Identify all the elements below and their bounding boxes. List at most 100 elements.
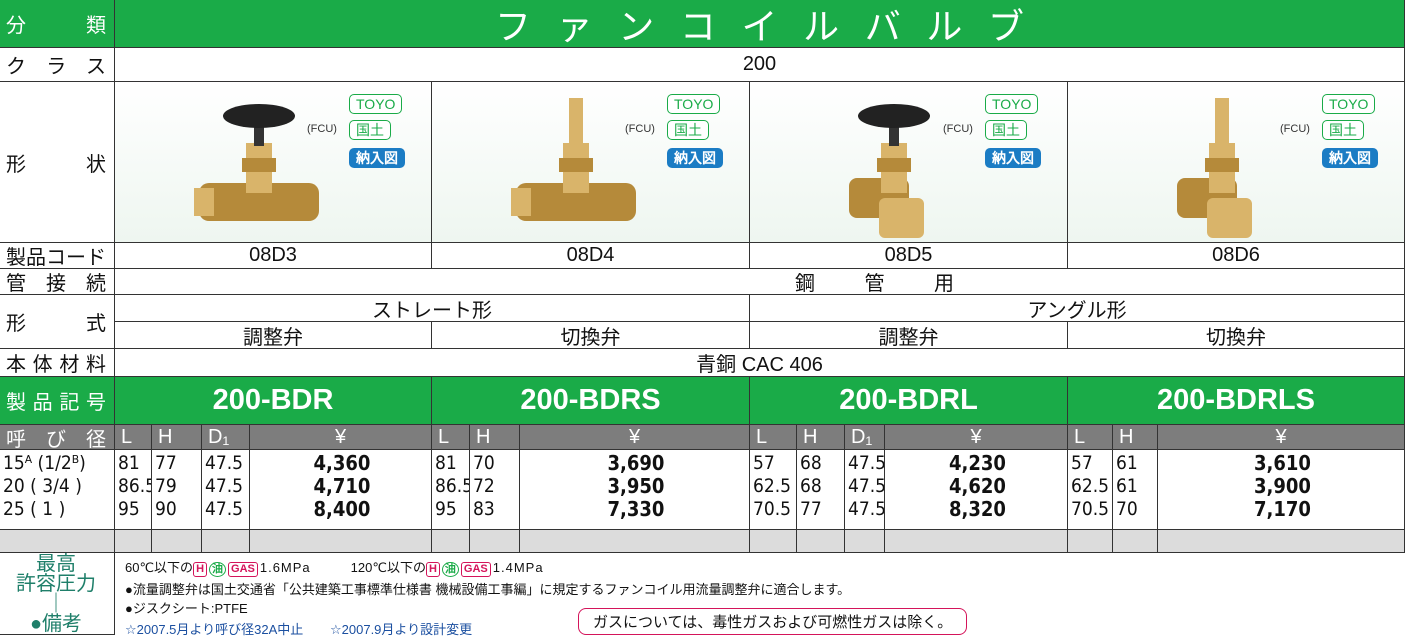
column-header: ¥ <box>250 425 432 450</box>
value: 72 <box>473 475 495 497</box>
value: 83 <box>473 498 495 520</box>
history-line: ☆2007.5月より呼び径32A中止 <box>125 622 304 637</box>
blank-row <box>1158 530 1405 553</box>
size: 25 ( 1 ) <box>3 498 66 520</box>
history-line: ☆2007.9月より設計変更 <box>330 622 473 637</box>
value: 77 <box>155 452 177 474</box>
blank-row <box>115 530 152 553</box>
label-text: 本体材料 <box>6 354 106 376</box>
class-value: 200 <box>115 48 1405 82</box>
column-header: L <box>432 425 470 450</box>
value: 7,170 <box>1254 497 1311 521</box>
label-text: 製品記号 <box>6 392 106 414</box>
column-header: D₁ <box>202 425 250 450</box>
badge: 国土 <box>349 120 391 140</box>
badge: TOYO <box>1322 94 1376 114</box>
title: ファンコイルバルブ <box>115 0 1405 48</box>
column-header: ¥ <box>520 425 750 450</box>
value: 8,400 <box>313 497 371 521</box>
blank-row <box>0 530 115 553</box>
value: 47.5 <box>848 498 885 520</box>
value: 47.5 <box>848 475 885 497</box>
value: 3,610 <box>1254 451 1311 475</box>
value: 62.5 <box>1071 475 1110 497</box>
blank-row <box>1113 530 1158 553</box>
value-column: 3,690 3,950 7,330 <box>520 450 750 530</box>
icon: 油 <box>441 562 459 577</box>
value: 90 <box>155 498 177 520</box>
pressure: 60℃以下の H 油 GAS 1.6MPa <box>125 560 311 577</box>
size: 15ᴬ (1/2ᴮ) <box>3 452 86 474</box>
value-column: 4,230 4,620 8,320 <box>885 450 1068 530</box>
value: 57 <box>753 452 775 474</box>
row-label: 本体材料 <box>0 349 115 377</box>
value-column: 70 72 83 <box>470 450 520 530</box>
pressure-line: 60℃以下の H 油 GAS 1.6MPa 120℃以下の H 油 GAS 1.4MPa <box>125 557 584 577</box>
blank-row <box>885 530 1068 553</box>
value: 3,950 <box>607 474 665 498</box>
row-label: 製品コード <box>0 243 115 269</box>
pressure-value: 1.4MPa <box>492 560 544 575</box>
value: 70.5 <box>753 498 792 520</box>
value: 47.5 <box>848 452 885 474</box>
label-text: 製品コード <box>6 247 106 269</box>
column-header: L <box>1068 425 1113 450</box>
value-column: 77 79 90 <box>152 450 202 530</box>
notes-label: 最高 許容圧力｜ ●備考 <box>0 553 115 635</box>
value: 8,320 <box>949 497 1006 521</box>
value-column: 4,360 4,710 8,400 <box>250 450 432 530</box>
blank-row <box>797 530 845 553</box>
column-header: D₁ <box>845 425 885 450</box>
row-label: 製品記号 <box>0 377 115 425</box>
value: 86.5 <box>118 475 151 497</box>
badge-note: (FCU) <box>625 123 655 135</box>
row-label: 管接続 <box>0 269 115 295</box>
value: 81 <box>118 452 140 474</box>
badge: 納入図 <box>1322 148 1378 168</box>
product-code: 08D3 <box>115 243 432 269</box>
value: 68 <box>800 452 822 474</box>
value: 4,710 <box>313 474 371 498</box>
model-code: 200-BDRLS <box>1068 377 1405 425</box>
value: 68 <box>800 475 822 497</box>
value: 61 <box>1116 475 1138 497</box>
badge: 納入図 <box>667 148 723 168</box>
blank-row <box>152 530 202 553</box>
icon: H <box>193 562 208 577</box>
label-text: 呼び径 <box>6 428 106 450</box>
value: 4,230 <box>949 451 1006 475</box>
badge: 納入図 <box>349 148 405 168</box>
value: 57 <box>1071 452 1093 474</box>
badge: TOYO <box>985 94 1039 114</box>
column-header: H <box>470 425 520 450</box>
value-column: 47.5 47.5 47.5 <box>845 450 885 530</box>
value: 86.5 <box>435 475 470 497</box>
model-code: 200-BDRS <box>432 377 750 425</box>
product-code: 08D5 <box>750 243 1068 269</box>
condition: 120℃以下の <box>350 560 426 575</box>
badge: 国土 <box>985 120 1027 140</box>
value: 95 <box>118 498 140 520</box>
value-column: 57 62.5 70.5 <box>750 450 797 530</box>
blank-row <box>470 530 520 553</box>
row-label: 形状 <box>0 82 115 243</box>
connection-text: 鋼管用 <box>795 273 954 295</box>
notes-label-line: ●備考 <box>29 612 83 635</box>
value: 77 <box>800 498 822 520</box>
form-type: 調整弁 <box>750 322 1068 349</box>
icon: 油 <box>209 562 227 577</box>
value: 79 <box>155 475 177 497</box>
model-code: 200-BDR <box>115 377 432 425</box>
note-line: ●ジスクシート:PTFE <box>125 601 248 616</box>
blank-row <box>202 530 250 553</box>
label-text: 管接続 <box>6 273 106 295</box>
value: 4,360 <box>313 451 371 475</box>
value: 62.5 <box>753 475 792 497</box>
blank-row <box>520 530 750 553</box>
title-text: ファンコイルバルブ <box>495 5 1024 47</box>
notes-label-line: 最高 <box>36 553 76 575</box>
pressure: 120℃以下の H 油 GAS 1.4MPa <box>350 560 544 577</box>
value: 7,330 <box>607 497 665 521</box>
